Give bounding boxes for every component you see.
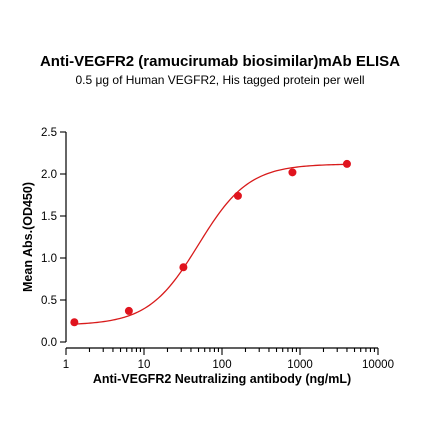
y-tick-label: 1.0 — [41, 253, 57, 265]
x-tick-label: 1 — [63, 359, 69, 371]
data-points — [70, 159, 351, 327]
y-tick-label: 1.5 — [41, 211, 57, 223]
x-axis-label: Anti-VEGFR2 Neutralizing antibody (ng/mL… — [93, 372, 351, 386]
data-point — [70, 318, 79, 327]
y-tick-label: 0.0 — [41, 337, 57, 349]
chart-subtitle: 0.5 μg of Human VEGFR2, His tagged prote… — [75, 73, 364, 87]
y-tick-label: 2.0 — [41, 169, 57, 181]
x-ticks: 1 10 100 1000 10000 — [63, 348, 394, 371]
data-point — [124, 306, 133, 315]
y-ticks: 0.0 0.5 1.0 1.5 2.0 2.5 — [41, 127, 66, 349]
data-point — [179, 263, 188, 272]
x-tick-label: 1000 — [287, 359, 313, 371]
data-point — [233, 191, 242, 200]
x-tick-label: 10 — [138, 359, 151, 371]
chart-title: Anti-VEGFR2 (ramucirumab biosimilar)mAb … — [40, 53, 400, 70]
y-tick-label: 2.5 — [41, 127, 57, 139]
y-tick-label: 0.5 — [41, 295, 57, 307]
x-tick-label: 100 — [212, 359, 231, 371]
data-point — [288, 168, 297, 177]
y-axis-label: Mean Abs.(OD450) — [21, 182, 35, 292]
fit-curve — [74, 163, 347, 325]
x-tick-label: 10000 — [362, 359, 394, 371]
data-point — [342, 159, 351, 168]
